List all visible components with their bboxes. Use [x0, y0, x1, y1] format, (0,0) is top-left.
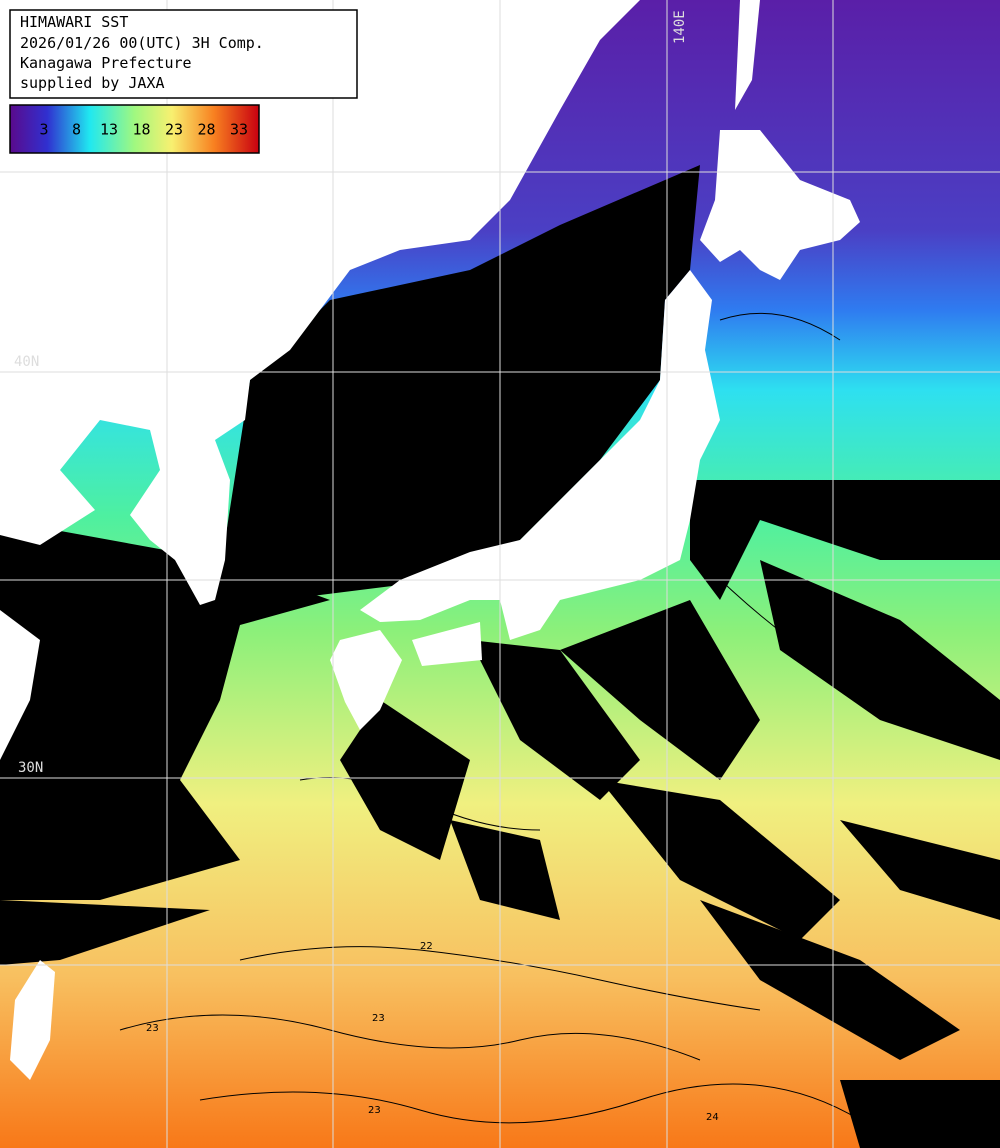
- colorbar-label: 28: [197, 121, 215, 139]
- colorbar: 3 8 13 18 23 28 33: [9, 104, 260, 154]
- contour-label: 22: [420, 941, 433, 952]
- header-line: 2026/01/26 00(UTC) 3H Comp.: [20, 34, 264, 52]
- contour-label: 24: [706, 1112, 719, 1123]
- contours: [119, 312, 861, 1124]
- contour-label: 26: [964, 1090, 977, 1101]
- contour-labels: 20 22 23 23 23 24 26: [146, 778, 977, 1123]
- colorbar-label: 3: [39, 121, 48, 139]
- header-line: HIMAWARI SST: [20, 13, 128, 31]
- lat-label: 30N: [18, 760, 43, 776]
- colorbar-label: 8: [72, 121, 81, 139]
- header-line: Kanagawa Prefecture: [20, 54, 192, 72]
- lon-label: 140E: [672, 10, 688, 44]
- contour-label: 23: [368, 1105, 381, 1116]
- header-box: HIMAWARI SST 2026/01/26 00(UTC) 3H Comp.…: [9, 9, 358, 99]
- colorbar-label: 18: [132, 121, 150, 139]
- contour-label: 23: [372, 1013, 385, 1024]
- contour-label: 23: [146, 1023, 159, 1034]
- colorbar-label: 13: [100, 121, 118, 139]
- colorbar-label: 33: [230, 121, 248, 139]
- lat-label: 40N: [14, 354, 39, 370]
- header-line: supplied by JAXA: [20, 74, 165, 92]
- contour-label: 20: [372, 778, 385, 789]
- colorbar-label: 23: [165, 121, 183, 139]
